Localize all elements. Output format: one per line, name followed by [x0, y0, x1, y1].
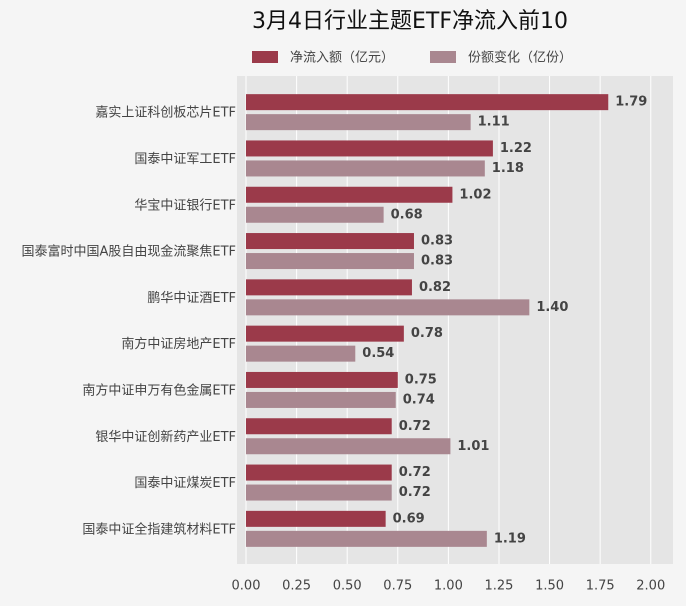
x-tick-label: 0.75 — [383, 579, 412, 594]
bar — [246, 371, 398, 388]
value-label: 0.54 — [362, 346, 394, 361]
value-label: 0.78 — [411, 326, 443, 341]
bar — [246, 94, 609, 111]
bar — [246, 464, 392, 481]
y-tick-label: 鹏华中证酒ETF — [147, 291, 236, 306]
value-label: 0.72 — [399, 419, 431, 434]
y-tick-label: 南方中证申万有色金属ETF — [82, 382, 236, 398]
bar — [246, 160, 485, 177]
value-label: 0.75 — [405, 372, 437, 387]
bar — [246, 253, 414, 270]
y-tick-label: 国泰中证军工ETF — [134, 152, 236, 167]
value-label: 1.79 — [615, 95, 647, 110]
bar — [246, 299, 530, 316]
x-tick-label: 1.25 — [484, 579, 513, 594]
value-label: 0.83 — [421, 234, 453, 249]
y-tick-label: 银华中证创新药产业ETF — [95, 429, 236, 445]
bar — [246, 484, 392, 501]
bar — [246, 233, 414, 250]
x-tick-label: 1.00 — [434, 579, 463, 594]
y-tick-label: 嘉实上证科创板芯片ETF — [95, 106, 236, 121]
value-label: 0.68 — [391, 207, 423, 222]
y-tick-label: 华宝中证银行ETF — [134, 198, 236, 213]
y-tick-label: 国泰中证全指建筑材料ETF — [82, 521, 236, 537]
x-tick-label: 1.75 — [586, 579, 615, 594]
bar — [246, 510, 386, 527]
x-tick-label: 0.00 — [232, 579, 261, 594]
bar — [246, 140, 493, 157]
bar — [246, 279, 412, 296]
value-label: 1.11 — [478, 115, 510, 130]
value-label: 1.22 — [500, 141, 532, 156]
bar — [246, 391, 396, 408]
legend-swatch — [252, 51, 278, 63]
bar — [246, 206, 384, 223]
bar — [246, 418, 392, 435]
y-tick-label: 南方中证房地产ETF — [121, 336, 236, 352]
bar — [246, 325, 404, 342]
value-label: 0.74 — [403, 392, 435, 407]
value-label: 1.01 — [457, 439, 489, 454]
value-label: 0.72 — [399, 465, 431, 480]
value-label: 1.19 — [494, 531, 526, 546]
value-label: 0.69 — [393, 511, 425, 526]
value-label: 0.83 — [421, 254, 453, 269]
x-tick-label: 2.00 — [636, 579, 665, 594]
x-tick-label: 0.50 — [333, 579, 362, 594]
x-tick-label: 1.50 — [535, 579, 564, 594]
value-label: 1.18 — [492, 161, 524, 176]
y-tick-label: 国泰中证煤炭ETF — [134, 476, 236, 491]
y-tick-label: 国泰富时中国A股自由现金流聚焦ETF — [21, 244, 236, 260]
bar — [246, 530, 487, 547]
bar — [246, 186, 453, 203]
bar — [246, 438, 451, 455]
value-label: 1.40 — [536, 300, 568, 315]
legend-label: 净流入额（亿元） — [290, 51, 394, 66]
legend-label: 份额变化（亿份） — [468, 50, 572, 66]
bar — [246, 114, 471, 131]
chart-title: 3月4日行业主题ETF净流入前10 — [252, 9, 568, 34]
value-label: 1.02 — [459, 187, 491, 202]
value-label: 0.72 — [399, 485, 431, 500]
legend-swatch — [430, 51, 456, 63]
value-label: 0.82 — [419, 280, 451, 295]
x-tick-label: 0.25 — [282, 579, 311, 594]
bar — [246, 345, 356, 362]
